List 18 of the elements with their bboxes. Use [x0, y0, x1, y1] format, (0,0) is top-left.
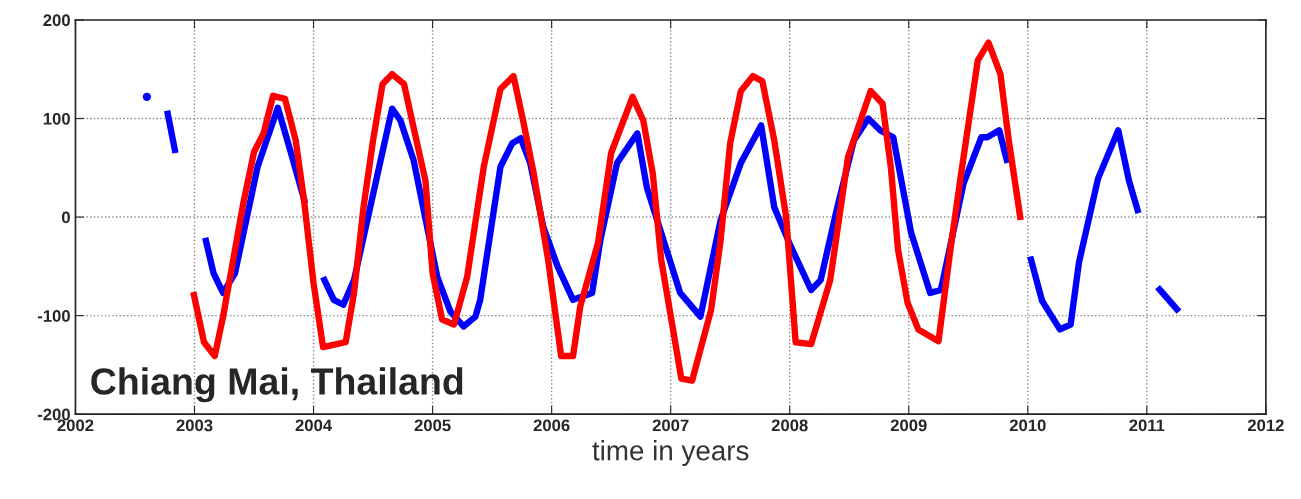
x-tick-label: 2007 [652, 419, 689, 432]
annotation: Chiang Mai, Thailand [91, 367, 463, 403]
y-tick-label: 0 [61, 211, 70, 224]
x-tick-label: 2003 [176, 419, 213, 432]
x-tick-label: 2004 [295, 419, 332, 432]
x-tick-label: 2009 [890, 419, 927, 432]
y-tick-label: -100 [37, 310, 70, 322]
x-tick-label: 2006 [533, 419, 570, 432]
x-tick-label: 2002 [57, 419, 94, 432]
x-tick-label: 2005 [414, 419, 451, 432]
x-tick-label: 2011 [1129, 419, 1165, 432]
x-tick-label: 2008 [771, 419, 808, 432]
x-tick-label: 2010 [1009, 419, 1046, 432]
y-tick-label: -200 [37, 408, 70, 421]
x-axis-title: time in years [592, 440, 749, 467]
y-tick-label: 200 [43, 14, 70, 27]
y-tick-label: 100 [43, 112, 70, 125]
x-tick-label: 2012 [1247, 419, 1284, 432]
